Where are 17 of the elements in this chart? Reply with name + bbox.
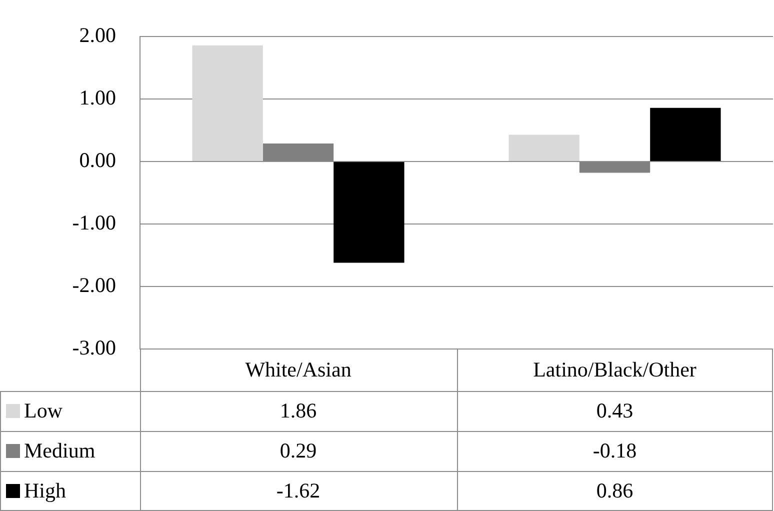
legend-label: Medium xyxy=(24,438,96,463)
x-tick-label: Latino/Black/Other xyxy=(533,358,696,382)
y-tick-label: 0.00 xyxy=(79,148,116,172)
legend-label: Low xyxy=(24,398,64,423)
data-label: 0.43 xyxy=(596,398,634,423)
y-tick-label: -1.00 xyxy=(72,210,116,235)
x-tick-label: White/Asian xyxy=(245,358,352,382)
data-label: -0.18 xyxy=(592,438,637,463)
y-tick-label: -2.00 xyxy=(72,273,116,298)
legend-label: High xyxy=(24,478,66,503)
data-label: 0.29 xyxy=(280,438,317,463)
data-label: -1.62 xyxy=(276,478,320,503)
y-tick-label: 1.00 xyxy=(79,86,116,110)
data-label: 0.86 xyxy=(596,478,634,503)
y-tick-label: -3.00 xyxy=(72,336,116,360)
y-tick-label: 2.00 xyxy=(79,23,116,48)
data-label: 1.86 xyxy=(280,398,317,423)
